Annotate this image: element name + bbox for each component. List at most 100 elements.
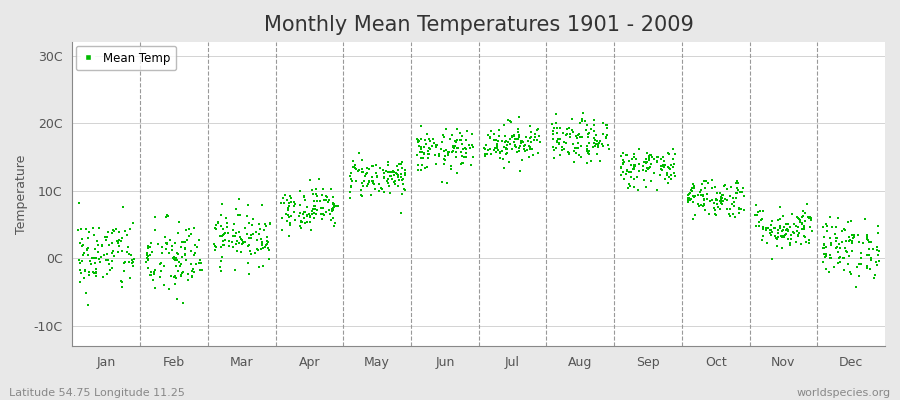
Point bbox=[351, 168, 365, 174]
Point bbox=[706, 197, 720, 203]
Point bbox=[369, 173, 383, 180]
Point bbox=[163, 273, 177, 280]
Point bbox=[296, 208, 310, 215]
Point bbox=[508, 141, 522, 148]
Point bbox=[852, 273, 867, 279]
Point bbox=[166, 256, 181, 262]
Point bbox=[626, 176, 641, 182]
Point bbox=[582, 150, 597, 157]
Point bbox=[368, 186, 382, 192]
Point bbox=[100, 233, 114, 240]
Point bbox=[499, 138, 513, 144]
Point bbox=[626, 162, 641, 168]
Point bbox=[684, 196, 698, 202]
Point bbox=[393, 171, 408, 177]
Point bbox=[230, 248, 244, 254]
Point bbox=[770, 217, 785, 224]
Point bbox=[802, 214, 816, 221]
Point bbox=[661, 170, 675, 176]
Point bbox=[777, 234, 791, 240]
Point bbox=[699, 191, 714, 197]
Point bbox=[216, 238, 230, 244]
Point bbox=[388, 180, 402, 187]
Point bbox=[73, 267, 87, 274]
Point bbox=[755, 216, 770, 222]
Point bbox=[293, 218, 308, 225]
Point bbox=[658, 162, 672, 168]
Point bbox=[870, 247, 885, 253]
Point bbox=[617, 175, 632, 182]
Point bbox=[83, 257, 97, 264]
Point bbox=[831, 215, 845, 221]
Point bbox=[795, 214, 809, 220]
Point bbox=[482, 132, 496, 138]
Point bbox=[387, 172, 401, 178]
Point bbox=[288, 201, 302, 207]
Point bbox=[254, 236, 268, 242]
Point bbox=[584, 125, 598, 132]
Point bbox=[524, 138, 538, 145]
Point bbox=[114, 279, 129, 286]
Point bbox=[140, 252, 154, 258]
Point bbox=[428, 161, 443, 167]
Point bbox=[184, 273, 199, 280]
Point bbox=[491, 147, 505, 153]
Point bbox=[296, 194, 310, 200]
Point bbox=[590, 141, 605, 147]
Point bbox=[460, 128, 474, 134]
Point bbox=[99, 256, 113, 263]
Point bbox=[114, 248, 129, 254]
Point bbox=[568, 144, 582, 151]
Point bbox=[588, 143, 602, 150]
Point bbox=[297, 193, 311, 200]
Point bbox=[416, 155, 430, 162]
Point bbox=[520, 147, 535, 153]
Point bbox=[158, 234, 172, 241]
Point bbox=[867, 274, 881, 281]
Point bbox=[315, 216, 329, 223]
Point bbox=[774, 233, 788, 239]
Point bbox=[304, 208, 319, 214]
Point bbox=[315, 192, 329, 198]
Point bbox=[587, 128, 601, 134]
Point bbox=[505, 134, 519, 140]
Point bbox=[635, 163, 650, 169]
Point bbox=[860, 236, 874, 242]
Point bbox=[824, 242, 838, 248]
Point bbox=[805, 228, 819, 234]
Point bbox=[490, 149, 504, 155]
Point bbox=[699, 178, 714, 184]
Point bbox=[734, 189, 749, 196]
Point bbox=[125, 260, 140, 266]
Point bbox=[172, 218, 186, 225]
Point bbox=[850, 232, 865, 238]
Point bbox=[556, 139, 571, 146]
Point bbox=[241, 202, 256, 208]
Point bbox=[390, 171, 404, 177]
Point bbox=[755, 226, 770, 232]
Point bbox=[122, 244, 136, 250]
Point bbox=[627, 162, 642, 169]
Point bbox=[82, 269, 96, 276]
Point bbox=[628, 163, 643, 170]
Point bbox=[459, 146, 473, 152]
Point bbox=[214, 254, 229, 260]
Point bbox=[726, 210, 741, 217]
Point bbox=[662, 166, 677, 172]
Point bbox=[798, 234, 813, 240]
Point bbox=[411, 166, 426, 173]
Point bbox=[372, 188, 386, 194]
Point bbox=[110, 237, 124, 244]
Point bbox=[735, 184, 750, 191]
Point bbox=[188, 249, 202, 256]
Point bbox=[756, 224, 770, 230]
Point bbox=[520, 138, 535, 144]
Point bbox=[394, 161, 409, 167]
Point bbox=[440, 180, 454, 186]
Point bbox=[258, 244, 273, 250]
Point bbox=[89, 255, 104, 261]
Point bbox=[88, 266, 103, 272]
Point bbox=[578, 118, 592, 124]
Point bbox=[140, 265, 155, 271]
Point bbox=[837, 255, 851, 261]
